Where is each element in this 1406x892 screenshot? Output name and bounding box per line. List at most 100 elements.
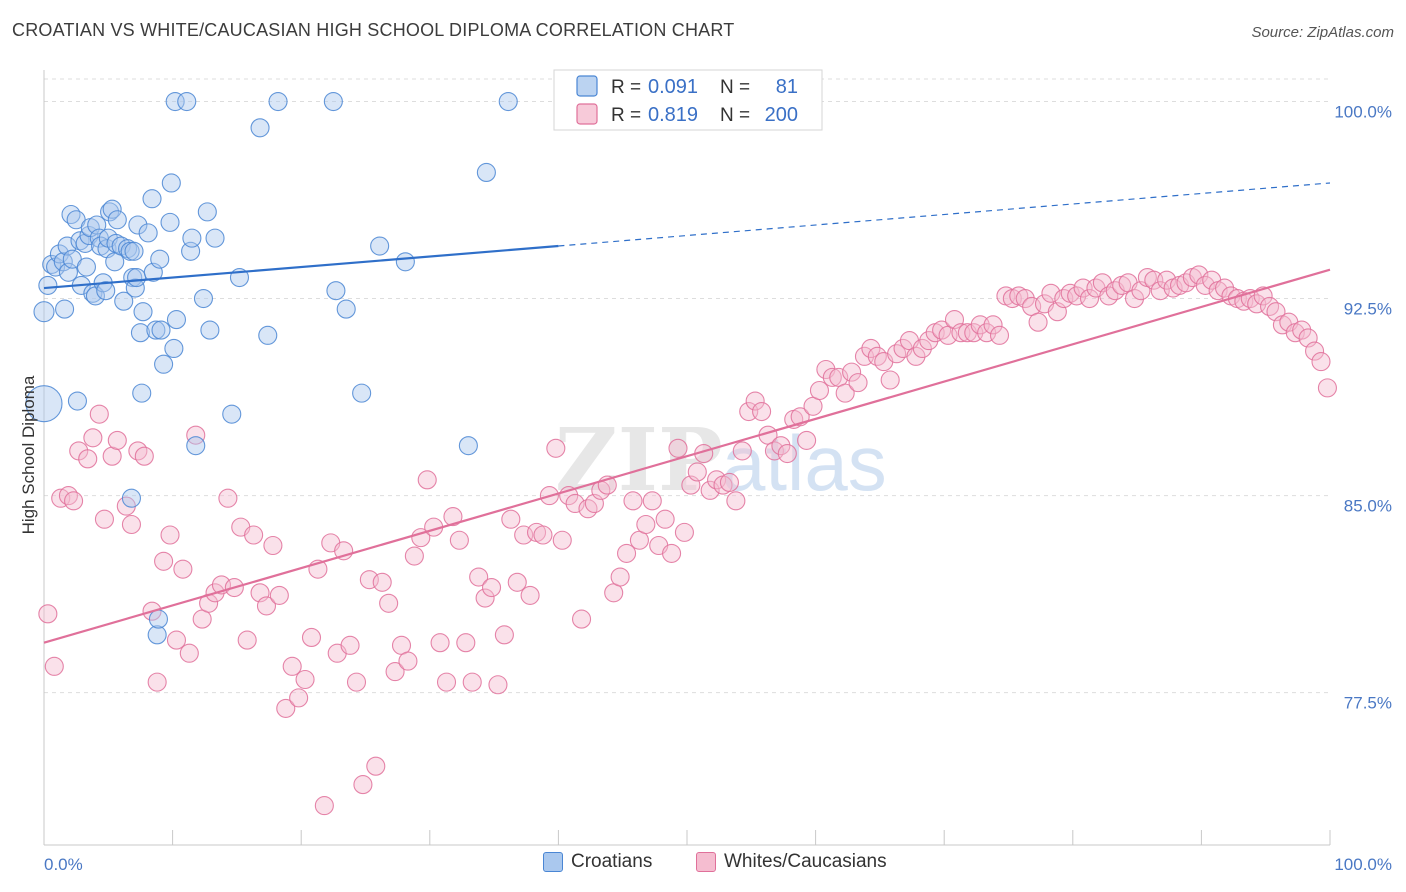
white-point-14 bbox=[128, 441, 148, 461]
source-label: Source: ZipAtlas.com bbox=[1251, 24, 1394, 41]
white-point-19 bbox=[160, 525, 180, 545]
white-point-47 bbox=[340, 635, 360, 655]
croatian-point-58 bbox=[164, 338, 184, 359]
white-point-120 bbox=[809, 380, 830, 401]
white-point-13 bbox=[121, 514, 141, 535]
white-point-7 bbox=[83, 428, 103, 448]
white-point-68 bbox=[475, 588, 495, 608]
croatian-point-66 bbox=[197, 202, 217, 222]
white-point-51 bbox=[366, 756, 386, 776]
white-point-15 bbox=[134, 446, 154, 466]
white-point-69 bbox=[481, 577, 502, 598]
croatian-point-59 bbox=[166, 310, 187, 330]
croatians-label: Croatians bbox=[571, 851, 653, 872]
white-point-79 bbox=[546, 438, 566, 458]
white-point-84 bbox=[578, 499, 598, 519]
legend-item-croatians: Croatians bbox=[543, 851, 652, 873]
y-tick-label-0: 77.5% bbox=[1344, 694, 1392, 713]
legend-r-label-1: R = bbox=[611, 77, 641, 98]
white-point-179 bbox=[1189, 265, 1209, 285]
white-point-21 bbox=[173, 559, 193, 579]
white-point-118 bbox=[797, 430, 817, 450]
white-point-39 bbox=[289, 688, 309, 708]
white-point-75 bbox=[520, 585, 540, 605]
croatian-point-17 bbox=[76, 257, 96, 277]
croatian-point-81 bbox=[476, 162, 496, 183]
croatian-point-71 bbox=[250, 118, 270, 138]
white-point-77 bbox=[533, 525, 553, 545]
white-point-154 bbox=[1028, 312, 1048, 332]
croatian-point-40 bbox=[124, 241, 144, 261]
white-point-128 bbox=[861, 338, 881, 359]
white-point-197 bbox=[1305, 341, 1325, 361]
legend-n-label-2: N = bbox=[720, 105, 750, 126]
x-tick-label-0: 0.0% bbox=[44, 855, 83, 874]
white-point-124 bbox=[835, 383, 855, 403]
white-point-195 bbox=[1292, 320, 1312, 340]
croatian-point-69 bbox=[222, 404, 242, 424]
legend-item-whites: Whites/Caucasians bbox=[696, 851, 887, 873]
white-point-107 bbox=[726, 491, 746, 511]
legend-n-value-2: 200 bbox=[765, 104, 798, 126]
white-point-35 bbox=[263, 535, 283, 556]
white-point-71 bbox=[494, 625, 514, 645]
croatian-point-77 bbox=[352, 383, 372, 403]
croatian-point-80 bbox=[458, 436, 478, 456]
tick-labels: 77.5% 85.0% 92.5% 100.0% 0.0% 100.0% bbox=[44, 103, 1392, 874]
white-point-156 bbox=[1041, 283, 1061, 303]
croatian-point-57 bbox=[161, 173, 181, 193]
white-point-83 bbox=[571, 609, 592, 629]
white-point-183 bbox=[1214, 278, 1235, 298]
croatian-point-42 bbox=[127, 267, 147, 288]
legend-r-value-1: 0.091 bbox=[648, 76, 698, 98]
white-point-94 bbox=[642, 491, 662, 511]
legend: R = 0.091 N = 81 R = 0.819 N = 200 bbox=[553, 69, 823, 131]
croatian-point-0 bbox=[25, 385, 63, 423]
white-point-114 bbox=[771, 436, 791, 456]
white-point-89 bbox=[610, 567, 630, 587]
legend-r-value-2: 0.819 bbox=[648, 104, 698, 126]
croatian-point-75 bbox=[326, 281, 346, 301]
white-point-80 bbox=[552, 530, 572, 550]
croatian-point-61 bbox=[177, 91, 197, 112]
x-tick-label-1: 100.0% bbox=[1334, 855, 1392, 874]
white-point-62 bbox=[436, 672, 457, 692]
white-point-53 bbox=[379, 593, 399, 613]
croatian-point-51 bbox=[147, 625, 167, 645]
croatians-swatch bbox=[543, 852, 563, 872]
white-point-91 bbox=[623, 491, 643, 511]
white-point-131 bbox=[880, 370, 900, 390]
croatian-point-82 bbox=[498, 91, 518, 112]
croatian-point-64 bbox=[186, 436, 206, 456]
croatian-point-55 bbox=[154, 354, 174, 374]
white-point-22 bbox=[179, 643, 199, 663]
white-point-48 bbox=[346, 672, 367, 692]
legend-swatch-whites bbox=[576, 103, 598, 125]
white-point-54 bbox=[385, 662, 405, 682]
gridlines bbox=[44, 78, 1330, 694]
white-point-103 bbox=[700, 480, 720, 500]
white-point-147 bbox=[983, 315, 1003, 335]
white-point-63 bbox=[443, 507, 463, 527]
white-point-148 bbox=[989, 325, 1010, 345]
croatian-point-54 bbox=[151, 320, 171, 340]
white-point-132 bbox=[887, 344, 907, 364]
white-point-199 bbox=[1317, 378, 1337, 398]
croatian-point-30 bbox=[102, 199, 122, 219]
white-point-57 bbox=[404, 546, 424, 566]
bottom-legend: Croatians Whites/Caucasians bbox=[0, 851, 1406, 877]
croatian-point-38 bbox=[121, 488, 141, 508]
white-point-11 bbox=[107, 430, 127, 450]
croatian-point-60 bbox=[165, 91, 185, 112]
legend-n-label-1: N = bbox=[720, 77, 750, 98]
croatian-point-73 bbox=[268, 91, 288, 112]
croatian-point-1 bbox=[33, 301, 55, 323]
white-point-169 bbox=[1124, 289, 1145, 309]
white-point-180 bbox=[1195, 275, 1215, 295]
legend-swatch-croatians bbox=[576, 75, 598, 97]
white-point-61 bbox=[430, 633, 450, 653]
white-point-64 bbox=[449, 530, 469, 550]
croatians-trend-extension bbox=[558, 182, 1331, 247]
white-point-162 bbox=[1079, 289, 1100, 309]
y-tick-label-3: 100.0% bbox=[1334, 103, 1392, 122]
